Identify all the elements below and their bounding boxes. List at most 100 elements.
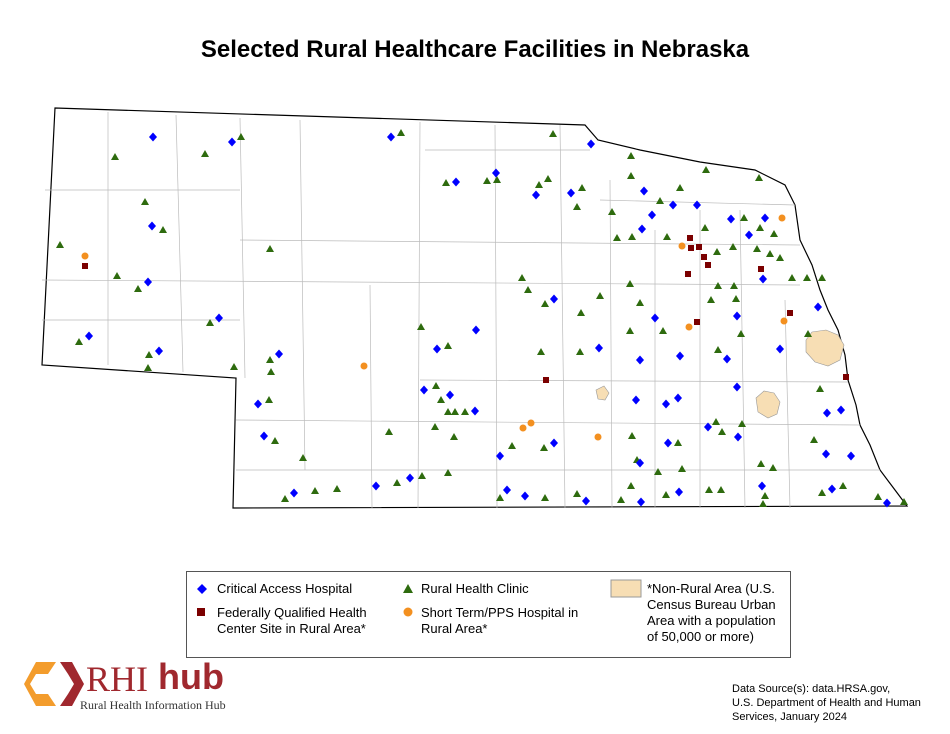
rural-health-clinic <box>451 408 459 415</box>
source-line: U.S. Department of Health and Human <box>732 697 921 709</box>
rural-health-clinic <box>267 368 275 375</box>
rural-health-clinic <box>663 233 671 240</box>
rural-health-clinic <box>549 130 557 137</box>
rural-health-clinic <box>541 300 549 307</box>
critical-access-hospital <box>492 168 500 178</box>
rural-health-clinic <box>573 490 581 497</box>
rural-health-clinic <box>732 295 740 302</box>
rural-health-clinic <box>271 437 279 444</box>
critical-access-hospital <box>550 294 558 304</box>
legend-label: Federally Qualified Health Center Site i… <box>217 605 367 636</box>
rural-health-clinic <box>766 250 774 257</box>
rural-health-clinic <box>201 150 209 157</box>
legend-label: Rural Health Clinic <box>421 581 529 596</box>
rural-health-clinic <box>818 489 826 496</box>
rural-health-clinic <box>628 432 636 439</box>
map <box>41 107 909 509</box>
critical-access-hospital <box>727 214 735 224</box>
rural-health-clinic <box>627 152 635 159</box>
critical-access-hospital <box>567 188 575 198</box>
critical-access-hospital <box>275 349 283 359</box>
rural-health-clinic <box>417 323 425 330</box>
critical-access-hospital <box>433 344 441 354</box>
rural-health-clinic <box>578 184 586 191</box>
critical-access-hospital <box>254 399 262 409</box>
rural-health-clinic <box>757 460 765 467</box>
rural-health-clinic <box>874 493 882 500</box>
rural-health-clinic <box>816 385 824 392</box>
critical-access-hospital <box>228 137 236 147</box>
rural-health-clinic <box>450 433 458 440</box>
rural-health-clinic <box>483 177 491 184</box>
critical-access-hospital <box>723 354 731 364</box>
critical-access-hospital <box>822 449 830 459</box>
logo-hub: hub <box>158 656 224 697</box>
critical-access-hospital <box>883 498 891 508</box>
logo-subtitle: Rural Health Information Hub <box>80 698 226 712</box>
rural-health-clinic <box>418 472 426 479</box>
critical-access-hospital <box>260 431 268 441</box>
rural-health-clinic <box>755 174 763 181</box>
rural-health-clinic <box>674 439 682 446</box>
short-term-hospital <box>527 419 535 427</box>
critical-access-hospital <box>828 484 836 494</box>
rural-health-clinic <box>761 492 769 499</box>
critical-access-hospital <box>452 177 460 187</box>
rural-health-clinic <box>393 479 401 486</box>
rural-health-clinic <box>397 129 405 136</box>
critical-access-hospital <box>837 405 845 415</box>
short-term-hospital <box>780 317 788 325</box>
rural-health-clinic <box>626 327 634 334</box>
rural-health-clinic <box>432 382 440 389</box>
legend-diamond <box>197 584 207 594</box>
critical-access-hospital <box>733 311 741 321</box>
critical-access-hospital <box>148 221 156 231</box>
rural-health-clinic <box>701 224 709 231</box>
rural-health-clinic <box>576 348 584 355</box>
critical-access-hospital <box>823 408 831 418</box>
rural-health-clinic <box>810 436 818 443</box>
rural-health-clinic <box>613 234 621 241</box>
critical-access-hospital <box>587 139 595 149</box>
rural-health-clinic <box>75 338 83 345</box>
legend-symbols <box>197 579 642 617</box>
critical-access-hospital <box>215 313 223 323</box>
critical-access-hospital <box>759 274 767 284</box>
critical-access-hospital <box>503 485 511 495</box>
critical-access-hospital <box>675 487 683 497</box>
fqhc-site <box>685 271 691 277</box>
fqhc-site <box>543 377 549 383</box>
rural-health-clinic <box>818 274 826 281</box>
critical-access-hospital <box>648 210 656 220</box>
critical-access-hospital <box>387 132 395 142</box>
critical-access-hospital <box>582 496 590 506</box>
rural-health-clinic <box>461 408 469 415</box>
rural-health-clinic <box>656 197 664 204</box>
critical-access-hospital <box>636 458 644 468</box>
fqhc-site <box>787 310 793 316</box>
rural-health-clinic <box>627 172 635 179</box>
rural-health-clinic <box>206 319 214 326</box>
map-title: Selected Rural Healthcare Facilities in … <box>200 36 750 63</box>
rural-health-clinic <box>626 280 634 287</box>
short-term-hospital <box>360 362 368 370</box>
rural-health-clinic <box>265 396 273 403</box>
rural-health-clinic <box>718 428 726 435</box>
rural-health-clinic <box>159 226 167 233</box>
rural-health-clinic <box>508 442 516 449</box>
critical-access-hospital <box>669 200 677 210</box>
critical-access-hospital <box>632 395 640 405</box>
critical-access-hospital <box>758 481 766 491</box>
rural-health-clinic <box>134 285 142 292</box>
short-term-hospital <box>678 242 686 250</box>
rural-health-clinic <box>541 494 549 501</box>
rural-health-clinic <box>385 428 393 435</box>
rural-health-clinic <box>636 299 644 306</box>
critical-access-hospital <box>521 491 529 501</box>
rural-health-clinic <box>804 330 812 337</box>
fqhc-site <box>696 244 702 250</box>
rural-health-clinic <box>111 153 119 160</box>
urban-areas <box>595 329 845 419</box>
rural-health-clinic <box>678 465 686 472</box>
rural-health-clinic <box>266 356 274 363</box>
